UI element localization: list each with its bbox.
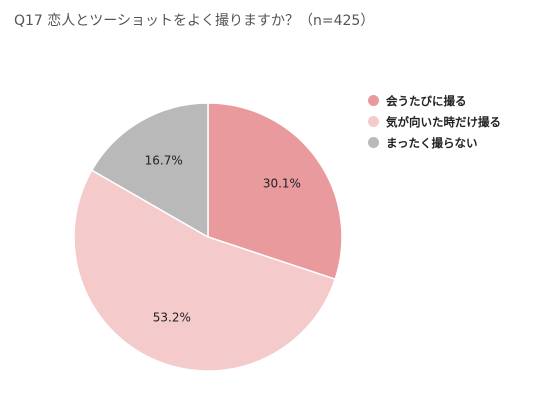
legend-label-2: まったく撮らない [386,135,478,150]
slice-label-1: 53.2% [153,311,191,325]
legend-marker-2 [368,137,379,148]
chart-title: Q17 恋人とツーショットをよく撮りますか？（n=425） [14,13,375,29]
legend-marker-1 [368,116,379,127]
pie-slice-2[interactable] [90,102,209,239]
legend-item-1[interactable]: 気が向いた時だけ撮る [368,111,501,132]
legend-item-2[interactable]: まったく撮らない [368,132,501,153]
pie-slice-1[interactable] [73,169,337,372]
legend-marker-0 [368,95,379,106]
legend-label-0: 会うたびに撮る [386,93,467,108]
legend: 会うたびに撮る 気が向いた時だけ撮る まったく撮らない [368,90,501,153]
pie-slice-labels: 30.1% 53.2% 16.7% [145,153,301,324]
pie-slice-0[interactable] [207,102,343,281]
legend-label-1: 気が向いた時だけ撮る [386,114,501,129]
slice-label-2: 16.7% [145,153,183,167]
slice-label-0: 30.1% [263,177,301,191]
pie-slices [73,102,343,372]
legend-item-0[interactable]: 会うたびに撮る [368,90,501,111]
